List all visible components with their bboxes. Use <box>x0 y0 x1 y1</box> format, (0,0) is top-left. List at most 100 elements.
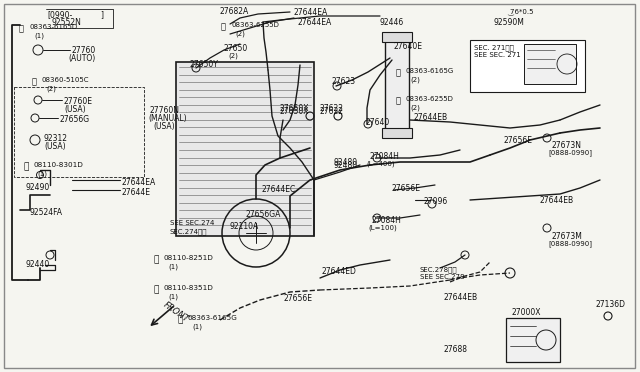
Bar <box>385 38 409 132</box>
Text: 27688: 27688 <box>444 345 468 354</box>
Text: 27644EA: 27644EA <box>122 178 156 187</box>
Text: 27644E: 27644E <box>122 188 151 197</box>
Text: (USA): (USA) <box>44 142 66 151</box>
Text: 27644EB: 27644EB <box>443 293 477 302</box>
Text: 27644EA: 27644EA <box>298 18 332 27</box>
Text: Ⓢ: Ⓢ <box>396 68 401 77</box>
Text: 27640: 27640 <box>366 118 390 127</box>
Text: 08110-8351D: 08110-8351D <box>163 285 213 291</box>
Text: 27656GA: 27656GA <box>245 210 280 219</box>
Text: 92552N: 92552N <box>52 18 82 27</box>
Text: 27673N: 27673N <box>551 141 581 150</box>
Text: 27136D: 27136D <box>596 300 626 309</box>
Text: Ⓢ: Ⓢ <box>221 22 226 31</box>
Bar <box>176 62 314 236</box>
Text: (1): (1) <box>168 263 178 269</box>
Text: 27000X: 27000X <box>511 308 541 317</box>
Text: 08363-6255D: 08363-6255D <box>406 96 454 102</box>
Text: ]: ] <box>100 10 103 19</box>
Bar <box>524 44 576 84</box>
Text: (MANUAL): (MANUAL) <box>148 114 187 123</box>
Text: 92440: 92440 <box>25 260 49 269</box>
Text: 27650: 27650 <box>224 44 248 53</box>
Text: 08360-5105C: 08360-5105C <box>42 77 90 83</box>
Text: SEE SEC. 271: SEE SEC. 271 <box>474 52 521 58</box>
Text: 92446: 92446 <box>379 18 403 27</box>
Text: SEC.278英語: SEC.278英語 <box>420 266 458 273</box>
Text: Ⓢ: Ⓢ <box>177 315 182 324</box>
Text: SEC. 271英語: SEC. 271英語 <box>474 44 514 51</box>
Text: SEC.274英語: SEC.274英語 <box>170 228 207 235</box>
Text: Ⓑ: Ⓑ <box>23 162 28 171</box>
Text: Ⓑ: Ⓑ <box>153 285 158 294</box>
Text: 27682A: 27682A <box>220 7 249 16</box>
Text: 27622: 27622 <box>319 107 343 116</box>
Bar <box>506 318 560 362</box>
Text: 92480: 92480 <box>333 161 357 170</box>
Text: 92590M: 92590M <box>494 18 525 27</box>
Text: 92480: 92480 <box>334 158 358 167</box>
Text: 27084H: 27084H <box>371 216 401 225</box>
Text: 27622: 27622 <box>320 104 344 113</box>
Text: 27644EB: 27644EB <box>414 113 448 122</box>
Text: 27644EB: 27644EB <box>540 196 574 205</box>
Text: (2): (2) <box>410 104 420 110</box>
Text: 27760: 27760 <box>72 46 96 55</box>
Text: (2): (2) <box>410 76 420 83</box>
Text: (L=400): (L=400) <box>366 160 395 167</box>
Text: 92312: 92312 <box>44 134 68 143</box>
Text: (USA): (USA) <box>64 105 86 114</box>
Text: Ⓑ: Ⓑ <box>153 255 158 264</box>
Text: 27644EC: 27644EC <box>262 185 296 194</box>
Text: Ⓢ: Ⓢ <box>396 96 401 105</box>
Bar <box>470 40 585 92</box>
Text: [0888-0990]: [0888-0990] <box>548 149 592 156</box>
Text: 08363-6165G: 08363-6165G <box>188 315 238 321</box>
Text: (1): (1) <box>37 170 47 176</box>
Text: 27760N: 27760N <box>150 106 180 115</box>
Text: 27760E: 27760E <box>64 97 93 106</box>
Text: (L=100): (L=100) <box>368 224 397 231</box>
Text: 27673M: 27673M <box>551 232 582 241</box>
Text: (AUTO): (AUTO) <box>68 54 95 63</box>
Text: (2): (2) <box>235 30 245 36</box>
Text: 92110A: 92110A <box>230 222 259 231</box>
Text: 27640E: 27640E <box>394 42 423 51</box>
Text: (1): (1) <box>168 293 178 299</box>
Text: 92490: 92490 <box>26 183 51 192</box>
Text: 27650Y: 27650Y <box>189 60 218 69</box>
Text: [0990-: [0990- <box>47 10 72 19</box>
Text: 08363-6255D: 08363-6255D <box>231 22 279 28</box>
Text: (2): (2) <box>228 52 238 58</box>
Bar <box>14 87 144 177</box>
Text: Ⓢ: Ⓢ <box>19 24 24 33</box>
Text: 27656E: 27656E <box>392 184 421 193</box>
Text: 27656G: 27656G <box>60 115 90 124</box>
Text: 08363-6165D: 08363-6165D <box>29 24 77 30</box>
Text: (1): (1) <box>192 323 202 330</box>
Bar <box>382 32 412 42</box>
Text: SEE SEC.274: SEE SEC.274 <box>170 220 214 226</box>
Text: (2): (2) <box>46 85 56 92</box>
Text: 27623: 27623 <box>332 77 356 86</box>
Text: 92524FA: 92524FA <box>30 208 63 217</box>
Text: 27650X: 27650X <box>280 107 310 116</box>
Text: (USA): (USA) <box>153 122 175 131</box>
Text: Ⓢ: Ⓢ <box>32 77 37 86</box>
Text: 08110-8251D: 08110-8251D <box>163 255 213 261</box>
Bar <box>382 128 412 138</box>
Text: [0888-0990]: [0888-0990] <box>548 240 592 247</box>
Text: 27084H: 27084H <box>369 152 399 161</box>
Text: (1): (1) <box>34 32 44 38</box>
Text: ͜76*0.5: ͜76*0.5 <box>510 8 534 15</box>
Text: 27656E: 27656E <box>503 136 532 145</box>
Text: 08110-8301D: 08110-8301D <box>33 162 83 168</box>
Text: 27644ED: 27644ED <box>322 267 357 276</box>
Text: 27650X: 27650X <box>280 104 310 113</box>
Text: 27096: 27096 <box>424 197 448 206</box>
Text: 08363-6165G: 08363-6165G <box>406 68 454 74</box>
Text: 27644EA: 27644EA <box>294 8 328 17</box>
Text: 27656E: 27656E <box>284 294 313 303</box>
Text: FRONT: FRONT <box>162 300 191 324</box>
Text: SEE SEC.278: SEE SEC.278 <box>420 274 465 280</box>
